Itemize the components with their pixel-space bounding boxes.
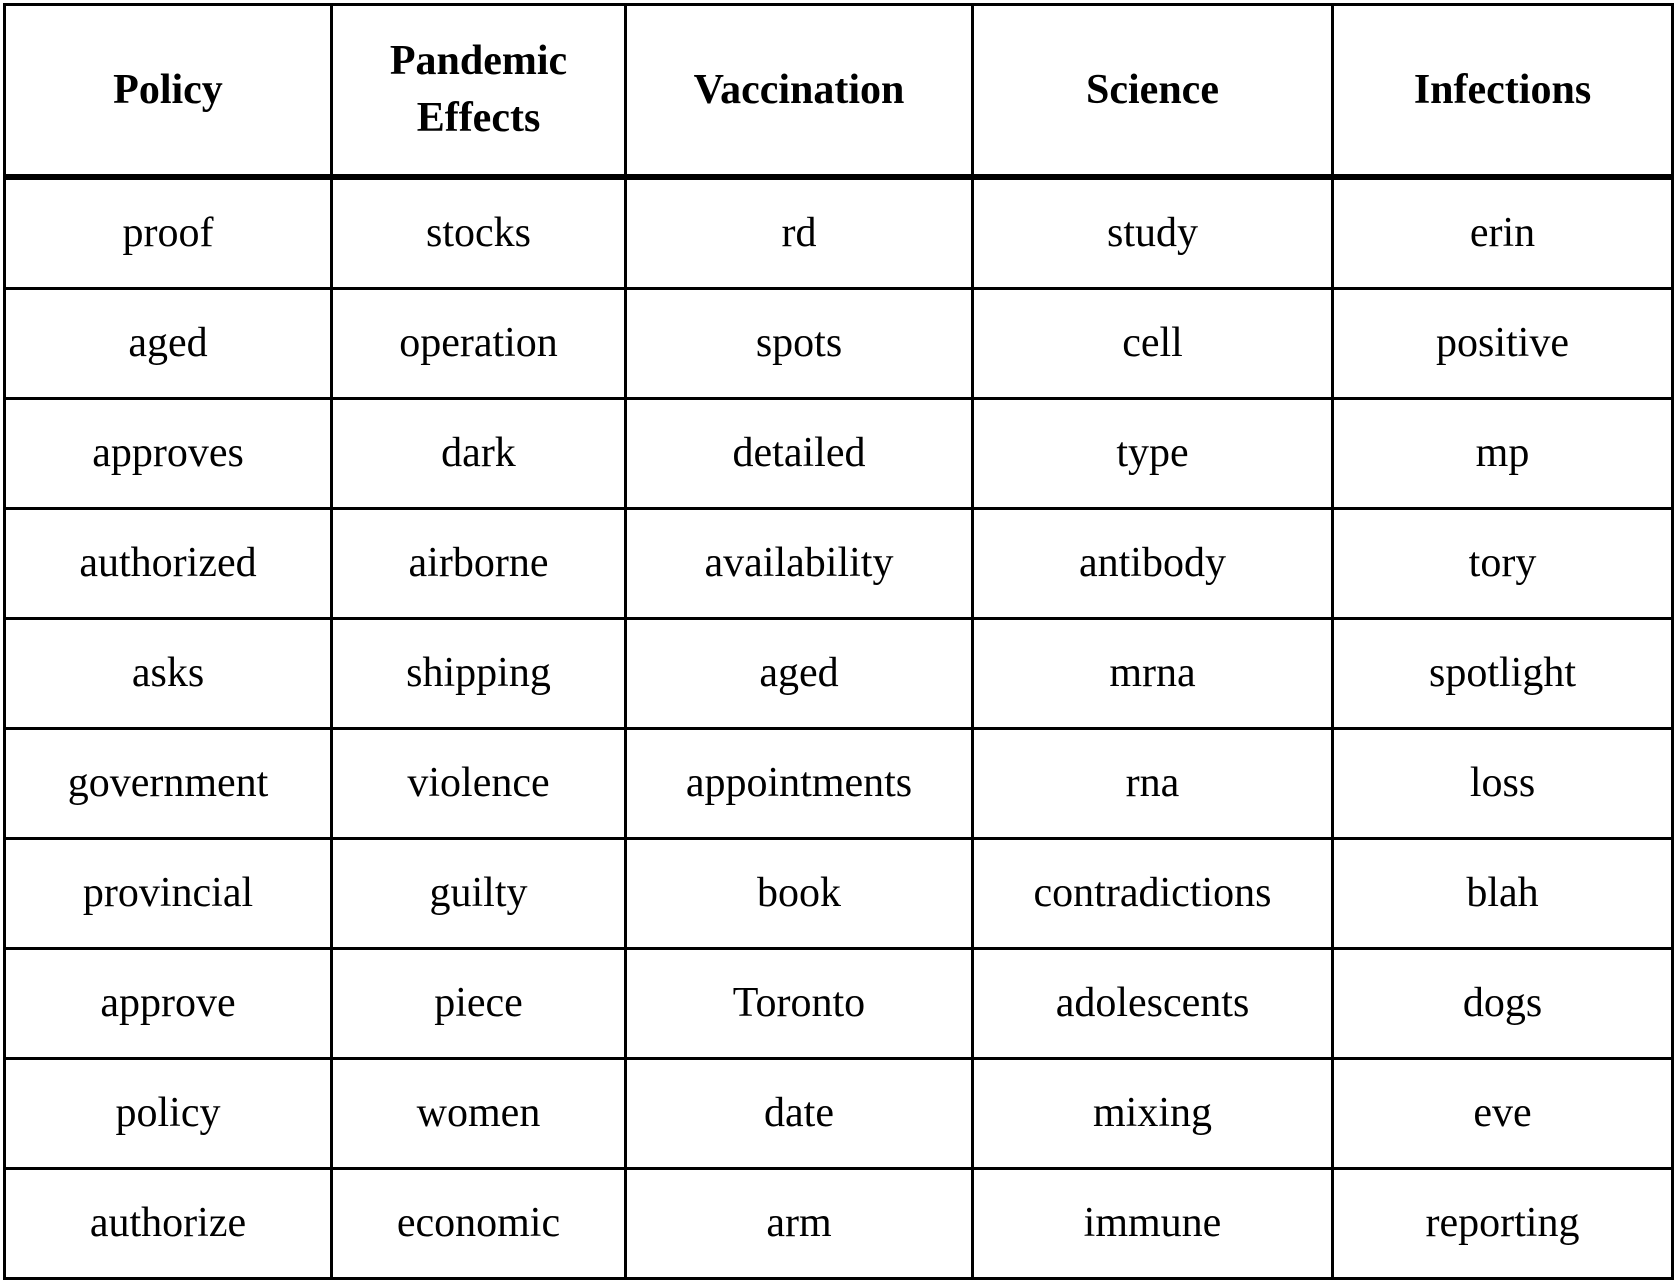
cell-policy: provincial xyxy=(3,837,333,950)
cell-infections: eve xyxy=(1331,1057,1674,1170)
table-row: policy women date mixing eve xyxy=(3,1057,1674,1170)
cell-infections: positive xyxy=(1331,287,1674,400)
cell-pandemic-effects: shipping xyxy=(330,617,627,730)
table-row: aged operation spots cell positive xyxy=(3,287,1674,400)
cell-vaccination: book xyxy=(624,837,974,950)
table-row: authorize economic arm immune reporting xyxy=(3,1167,1674,1280)
table-body: proof stocks rd study erin aged operation spots… xyxy=(3,175,1674,1280)
cell-vaccination: availability xyxy=(624,507,974,620)
cell-vaccination: arm xyxy=(624,1167,974,1280)
cell-infections: blah xyxy=(1331,837,1674,950)
cell-science: mixing xyxy=(971,1057,1334,1170)
cell-pandemic-effects: economic xyxy=(330,1167,627,1280)
cell-infections: reporting xyxy=(1331,1167,1674,1280)
cell-science: immune xyxy=(971,1167,1334,1280)
cell-science: adolescents xyxy=(971,947,1334,1060)
cell-infections: mp xyxy=(1331,397,1674,510)
cell-vaccination: rd xyxy=(624,175,974,290)
cell-policy: authorized xyxy=(3,507,333,620)
cell-science: contradictions xyxy=(971,837,1334,950)
table-row: approve piece Toronto adolescents dogs xyxy=(3,947,1674,1060)
header-vaccination: Vaccination xyxy=(624,3,974,180)
cell-science: type xyxy=(971,397,1334,510)
header-science: Science xyxy=(971,3,1334,180)
cell-science: mrna xyxy=(971,617,1334,730)
cell-infections: loss xyxy=(1331,727,1674,840)
header-policy: Policy xyxy=(3,3,333,180)
cell-science: antibody xyxy=(971,507,1334,620)
cell-vaccination: date xyxy=(624,1057,974,1170)
cell-pandemic-effects: stocks xyxy=(330,175,627,290)
cell-vaccination: aged xyxy=(624,617,974,730)
cell-infections: erin xyxy=(1331,175,1674,290)
header-infections: Infections xyxy=(1331,3,1674,180)
header-pandemic-effects: Pandemic Effects xyxy=(330,3,627,180)
cell-infections: tory xyxy=(1331,507,1674,620)
cell-pandemic-effects: dark xyxy=(330,397,627,510)
topic-table: Policy Pandemic Effects Vaccination Scie… xyxy=(3,3,1674,1280)
table-row: provincial guilty book contradictions blah xyxy=(3,837,1674,950)
table-row: government violence appointments rna loss xyxy=(3,727,1674,840)
table-row: proof stocks rd study erin xyxy=(3,175,1674,290)
cell-pandemic-effects: airborne xyxy=(330,507,627,620)
table-row: approves dark detailed type mp xyxy=(3,397,1674,510)
cell-infections: spotlight xyxy=(1331,617,1674,730)
cell-policy: government xyxy=(3,727,333,840)
cell-science: study xyxy=(971,175,1334,290)
cell-pandemic-effects: operation xyxy=(330,287,627,400)
cell-policy: policy xyxy=(3,1057,333,1170)
cell-policy: asks xyxy=(3,617,333,730)
header-row: Policy Pandemic Effects Vaccination Scie… xyxy=(3,3,1674,180)
cell-pandemic-effects: guilty xyxy=(330,837,627,950)
cell-infections: dogs xyxy=(1331,947,1674,1060)
cell-policy: approves xyxy=(3,397,333,510)
table-header: Policy Pandemic Effects Vaccination Scie… xyxy=(3,3,1674,180)
cell-vaccination: detailed xyxy=(624,397,974,510)
cell-science: cell xyxy=(971,287,1334,400)
cell-policy: approve xyxy=(3,947,333,1060)
cell-pandemic-effects: piece xyxy=(330,947,627,1060)
cell-policy: authorize xyxy=(3,1167,333,1280)
table-row: authorized airborne availability antibody to… xyxy=(3,507,1674,620)
table-row: asks shipping aged mrna spotlight xyxy=(3,617,1674,730)
cell-pandemic-effects: women xyxy=(330,1057,627,1170)
cell-vaccination: spots xyxy=(624,287,974,400)
cell-pandemic-effects: violence xyxy=(330,727,627,840)
cell-science: rna xyxy=(971,727,1334,840)
cell-vaccination: appointments xyxy=(624,727,974,840)
cell-policy: aged xyxy=(3,287,333,400)
cell-policy: proof xyxy=(3,175,333,290)
cell-vaccination: Toronto xyxy=(624,947,974,1060)
